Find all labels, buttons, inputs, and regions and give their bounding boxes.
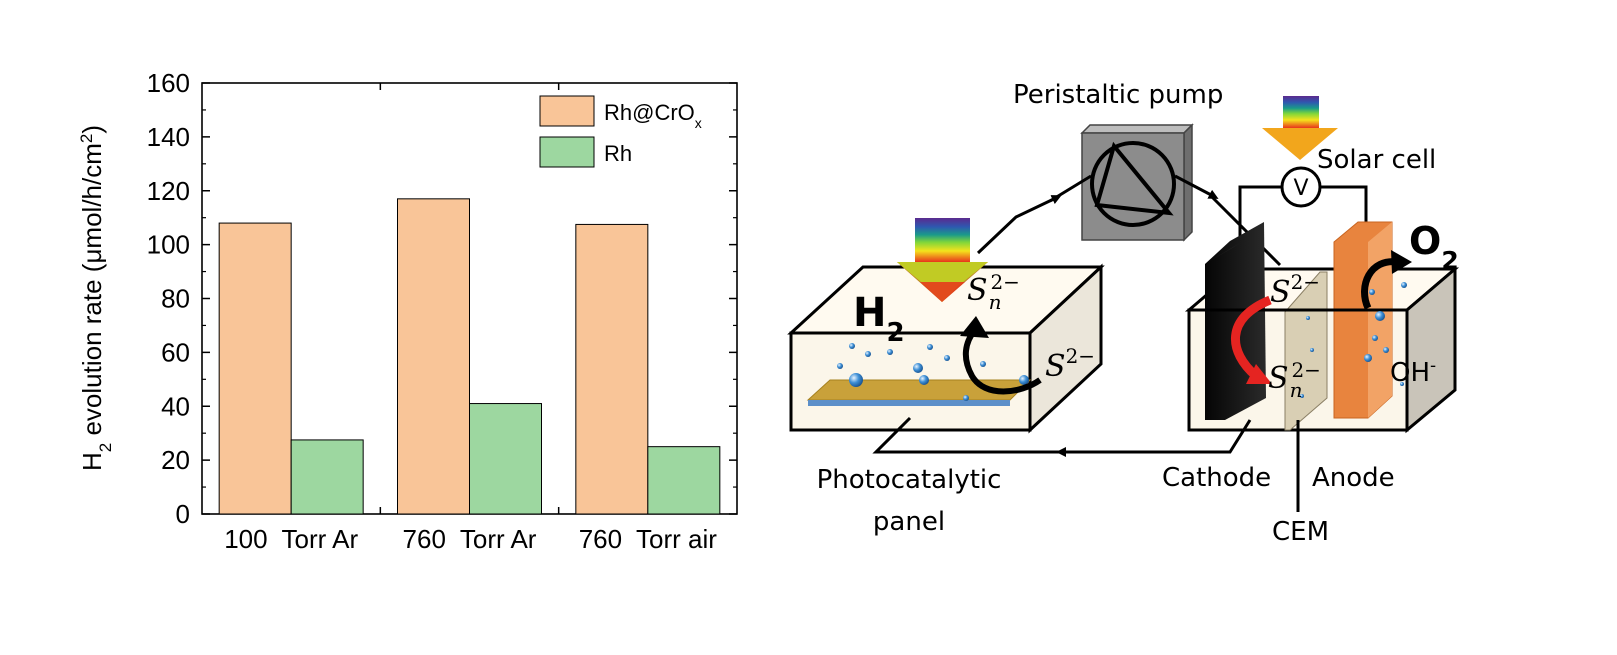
cathode-label: Cathode	[1162, 463, 1271, 493]
panel-light-arrow	[915, 218, 970, 262]
circuit-wire	[1238, 185, 1282, 243]
tube-pump-to-cell	[1174, 174, 1219, 199]
photocatalytic-panel	[787, 263, 1105, 434]
anode-reaction-arrow	[1361, 258, 1399, 310]
photocatalytic-panel-label: Photocatalytic	[817, 465, 1002, 495]
bar-rh-1	[290, 439, 364, 515]
solar-cell-light-arrow	[1283, 96, 1319, 128]
bar-rh-crox-3	[575, 223, 649, 515]
legend-swatch-rh	[539, 136, 595, 168]
anode-label: Anode	[1312, 463, 1395, 493]
cathode-reaction-arrow	[1230, 295, 1272, 380]
bar-chart: 0 20 40 60 80 100 120 140 160 100 Torr Ar 760 Tor…	[77, 68, 738, 554]
x-axis-ticks: 100 Torr Ar 760 Torr Ar 760 Torr air	[224, 83, 717, 554]
legend-label-rh: Rh	[604, 141, 632, 166]
y-tick-label: 80	[161, 284, 190, 314]
y-tick-label: 20	[161, 445, 190, 475]
cell-bubbles	[1300, 282, 1407, 398]
pump-rotor-icon	[1090, 141, 1176, 227]
cell-polysulfide-label: Sn2−	[1268, 358, 1321, 402]
bar-rh-crox-2	[397, 198, 470, 515]
y-tick-label: 120	[147, 176, 190, 206]
voltmeter-icon	[1280, 166, 1322, 208]
cathode-electrode	[1205, 222, 1266, 420]
voltmeter-label: V	[1293, 176, 1308, 201]
legend: Rh@CrOx Rh	[539, 95, 702, 168]
h2-label: H2	[853, 290, 905, 348]
x-tick-label: 100 Torr Ar	[224, 524, 358, 554]
panel-polysulfide-label: Sn2−	[967, 270, 1020, 314]
legend-label-rh-crox: Rh@CrOx	[604, 100, 702, 131]
cem-label: CEM	[1272, 517, 1329, 547]
bar-rh-2	[469, 403, 542, 515]
bars-group	[218, 198, 721, 515]
tube-panel-to-pump	[976, 195, 1062, 255]
hydroxide-label: OH-	[1390, 356, 1436, 388]
panel-label-line2: panel	[873, 507, 945, 537]
y-axis-ticks: 0 20 40 60 80 100 120 140 160	[147, 68, 737, 529]
y-tick-label: 60	[161, 337, 190, 367]
legend-swatch-rh-crox	[539, 95, 595, 127]
peristaltic-pump-label: Peristaltic pump	[1013, 80, 1223, 110]
reactor-diagram: Peristaltic pump Solar cell V	[787, 80, 1460, 547]
x-tick-label: 760 Torr Ar	[403, 524, 537, 554]
cell-sulfide-label: S2−	[1270, 270, 1320, 310]
y-tick-label: 160	[147, 68, 190, 98]
y-axis-label: H2 evolution rate (μmol/h/cm2)	[77, 125, 115, 471]
bar-rh-3	[647, 446, 721, 515]
y-tick-label: 40	[161, 391, 190, 421]
y-tick-label: 100	[147, 230, 190, 260]
panel-sulfide-label: S2−	[1045, 344, 1095, 384]
peristaltic-pump	[1080, 123, 1194, 242]
x-tick-label: 760 Torr air	[579, 524, 718, 554]
tube-cell-to-panel	[1056, 419, 1252, 457]
electrochemical-cell	[1184, 221, 1460, 434]
bubbles	[837, 343, 1029, 401]
y-tick-label: 0	[176, 499, 190, 529]
bar-rh-crox-1	[218, 222, 292, 515]
panel-reaction-arrow	[962, 328, 1042, 395]
o2-label: O2	[1409, 219, 1459, 275]
solar-cell-label: Solar cell	[1317, 145, 1436, 175]
y-tick-label: 140	[147, 122, 190, 152]
